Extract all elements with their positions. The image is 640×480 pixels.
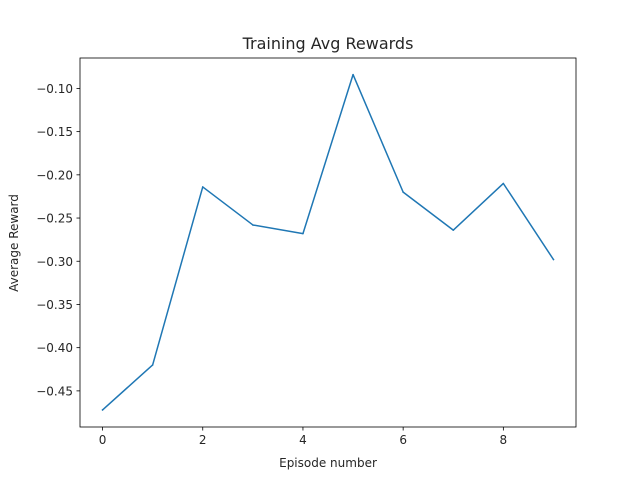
x-tick-label: 2 <box>199 433 207 447</box>
y-tick-label: −0.10 <box>36 82 73 96</box>
data-point-0-3 <box>252 224 254 226</box>
y-tick-label: −0.35 <box>36 298 73 312</box>
data-point-0-6 <box>402 191 404 193</box>
y-axis-label: Average Reward <box>7 194 21 292</box>
data-point-0-4 <box>302 232 304 235</box>
x-tick-label: 4 <box>299 433 307 447</box>
y-tick-label: −0.45 <box>36 384 73 398</box>
x-axis-label: Episode number <box>279 456 377 470</box>
chart-title: Training Avg Rewards <box>242 34 414 53</box>
y-tick-label: −0.20 <box>36 168 73 182</box>
axes-frame <box>79 57 577 428</box>
data-point-0-1 <box>151 364 154 366</box>
data-point-0-7 <box>452 229 455 231</box>
x-tick-label: 6 <box>399 433 407 447</box>
series-line-0 <box>101 73 555 411</box>
data-point-0-8 <box>502 182 505 185</box>
data-point-0-0 <box>101 409 104 411</box>
x-tick-label: 8 <box>500 433 508 447</box>
data-point-0-2 <box>201 186 204 188</box>
y-tick-label: −0.25 <box>36 212 73 226</box>
data-point-0-5 <box>352 73 354 76</box>
y-tick-label: −0.15 <box>36 125 73 139</box>
y-tick-label: −0.30 <box>36 255 73 269</box>
data-point-0-9 <box>552 258 555 261</box>
x-tick-label: 0 <box>99 433 107 447</box>
y-tick-label: −0.40 <box>36 341 73 355</box>
plot-area: 0 2 4 6 8 −0.45 −0.40 −0.35 −0.30 −0.25 −0.20 −0.15… <box>36 57 577 447</box>
